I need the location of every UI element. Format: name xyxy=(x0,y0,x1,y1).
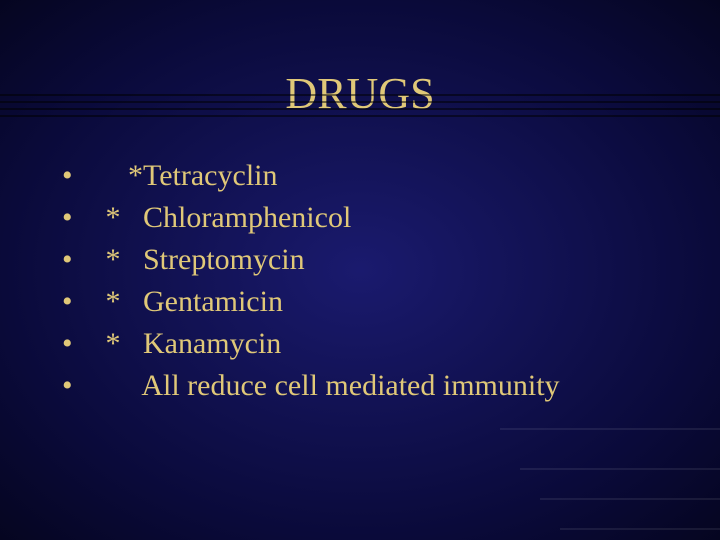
decorative-line xyxy=(560,528,720,530)
bullet-marker: • xyxy=(62,281,98,323)
list-item: • * Kanamycin xyxy=(62,323,720,365)
bullet-marker: • xyxy=(62,323,98,365)
bullet-text: All reduce cell mediated immunity xyxy=(98,365,560,407)
decorative-line xyxy=(0,108,720,110)
list-item: • * Gentamicin xyxy=(62,281,720,323)
list-item: • *Tetracyclin xyxy=(62,155,720,197)
list-item: • All reduce cell mediated immunity xyxy=(62,365,720,407)
bullet-marker: • xyxy=(62,155,98,197)
decorative-line xyxy=(520,468,720,470)
decorative-line xyxy=(0,101,720,103)
list-item: • * Chloramphenicol xyxy=(62,197,720,239)
decorative-line xyxy=(0,115,720,117)
list-item: • * Streptomycin xyxy=(62,239,720,281)
bullet-marker: • xyxy=(62,239,98,281)
bullet-text: * Kanamycin xyxy=(98,323,281,365)
decorative-line xyxy=(500,428,720,430)
bullet-marker: • xyxy=(62,365,98,407)
decorative-line xyxy=(0,94,720,96)
bullet-text: *Tetracyclin xyxy=(98,155,278,197)
bullet-list: • *Tetracyclin • * Chloramphenicol • * S… xyxy=(62,155,720,407)
bullet-marker: • xyxy=(62,197,98,239)
bullet-text: * Streptomycin xyxy=(98,239,305,281)
bullet-text: * Gentamicin xyxy=(98,281,283,323)
bullet-text: * Chloramphenicol xyxy=(98,197,351,239)
decorative-line xyxy=(540,498,720,500)
